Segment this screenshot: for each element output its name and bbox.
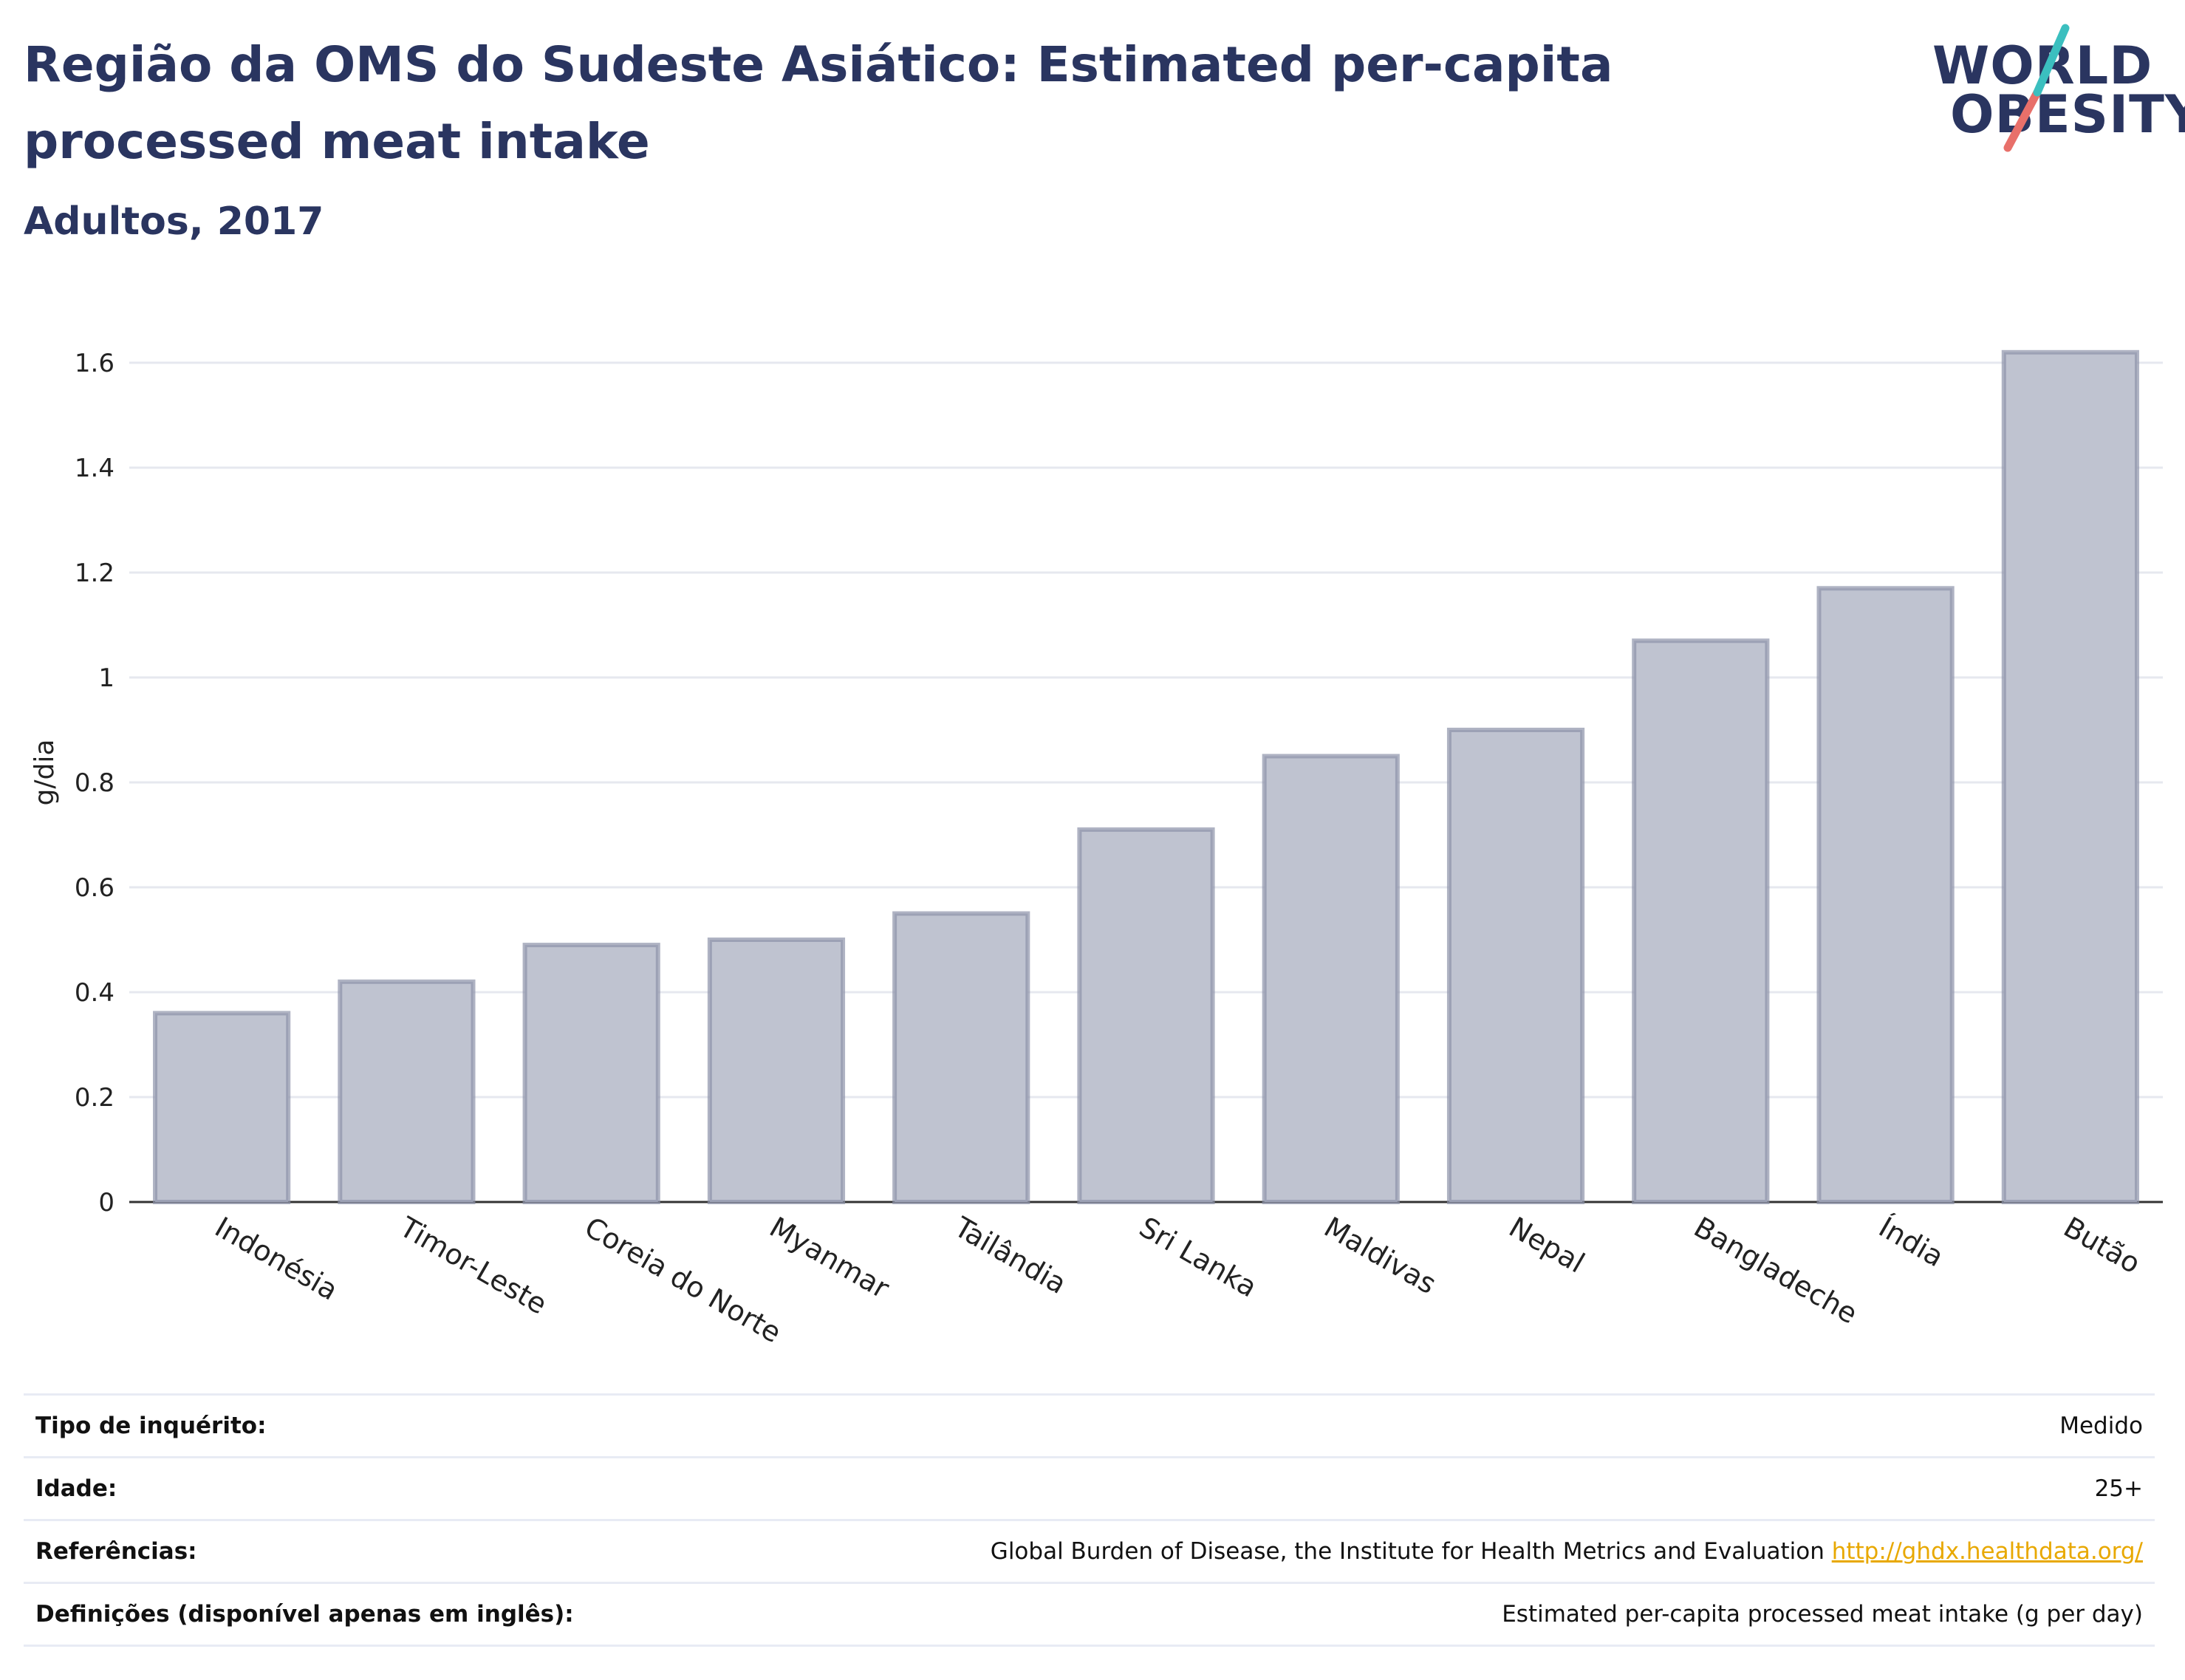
bar[interactable] <box>1262 754 1400 1204</box>
bar[interactable] <box>2001 349 2139 1204</box>
x-tick-label: Coreia do Norte <box>579 1211 787 1350</box>
y-tick-label: 1.4 <box>75 454 114 483</box>
bars <box>153 349 2139 1205</box>
reference-link[interactable]: http://ghdx.healthdata.org/ <box>1831 1538 2143 1565</box>
y-tick-label: 0.6 <box>75 873 114 903</box>
info-value: Global Burden of Disease, the Institute … <box>991 1538 2143 1565</box>
info-value: Medido <box>2059 1413 2143 1439</box>
bar[interactable] <box>338 979 476 1204</box>
info-key: Definições (disponível apenas em inglês)… <box>35 1601 574 1628</box>
x-tick-label: Myanmar <box>764 1211 895 1305</box>
x-tick-label: Timor-Leste <box>394 1210 553 1320</box>
info-key: Referências: <box>35 1538 197 1565</box>
logo-text-obesity: OBESITY <box>1950 84 2185 145</box>
info-value: Estimated per-capita processed meat inta… <box>1502 1601 2143 1628</box>
y-tick-label: 0.2 <box>75 1083 114 1113</box>
x-tick-label: Índia <box>1873 1211 1949 1274</box>
world-obesity-logo[interactable]: WORLD OBESITY <box>1921 22 2185 155</box>
info-row-age: Idade: 25+ <box>24 1456 2155 1519</box>
y-tick-label: 1 <box>98 663 114 693</box>
x-tick-label: Nepal <box>1504 1211 1590 1280</box>
info-row-definitions: Definições (disponível apenas em inglês)… <box>24 1582 2155 1647</box>
y-tick-labels: 0 0.2 0.4 0.6 0.8 1 1.2 1.4 1.6 <box>75 349 114 1218</box>
chart-subtitle: Adultos, 2017 <box>24 199 324 244</box>
reference-text: Global Burden of Disease, the Institute … <box>990 1538 1825 1565</box>
info-table: Tipo de inquérito: Medido Idade: 25+ Ref… <box>24 1393 2155 1647</box>
x-tick-labels: Indonésia Timor-Leste Coreia do NorteMyanm… <box>210 1210 2146 1349</box>
x-tick-label: Butão <box>2058 1211 2146 1280</box>
y-tick-label: 0.4 <box>75 978 114 1008</box>
x-tick-label: Bangladeche <box>1689 1211 1863 1331</box>
y-tick-label: 0.8 <box>75 768 114 798</box>
info-row-references: Referências: Global Burden of Disease, t… <box>24 1519 2155 1582</box>
chart-title: Região da OMS do Sudeste Asiático: Estim… <box>24 36 1613 170</box>
y-axis-label: g/dia <box>30 740 60 806</box>
y-tick-label: 1.6 <box>75 349 114 378</box>
x-tick-label: Indonésia <box>210 1211 343 1307</box>
bar[interactable] <box>1077 827 1215 1205</box>
bar[interactable] <box>1632 638 1770 1204</box>
bar[interactable] <box>892 911 1030 1204</box>
bar[interactable] <box>1816 586 1955 1204</box>
info-value: 25+ <box>2094 1475 2143 1502</box>
x-tick-label: Sri Lanka <box>1134 1211 1262 1304</box>
x-tick-label: Tailândia <box>948 1210 1072 1300</box>
bar[interactable] <box>153 1011 291 1205</box>
logo-slash-icon <box>2003 24 2070 152</box>
y-tick-label: 1.2 <box>75 559 114 588</box>
bar[interactable] <box>707 938 846 1204</box>
info-key: Idade: <box>35 1475 117 1502</box>
bar[interactable] <box>1446 728 1585 1204</box>
info-key: Tipo de inquérito: <box>35 1413 267 1439</box>
y-tick-label: 0 <box>98 1188 114 1218</box>
info-row-survey-type: Tipo de inquérito: Medido <box>24 1393 2155 1456</box>
x-tick-label: Maldivas <box>1319 1211 1442 1301</box>
bar[interactable] <box>522 943 660 1204</box>
bar-chart: 0 0.2 0.4 0.6 0.8 1 1.2 1.4 1.6 Indonésia Timor-L… <box>30 349 2163 1349</box>
